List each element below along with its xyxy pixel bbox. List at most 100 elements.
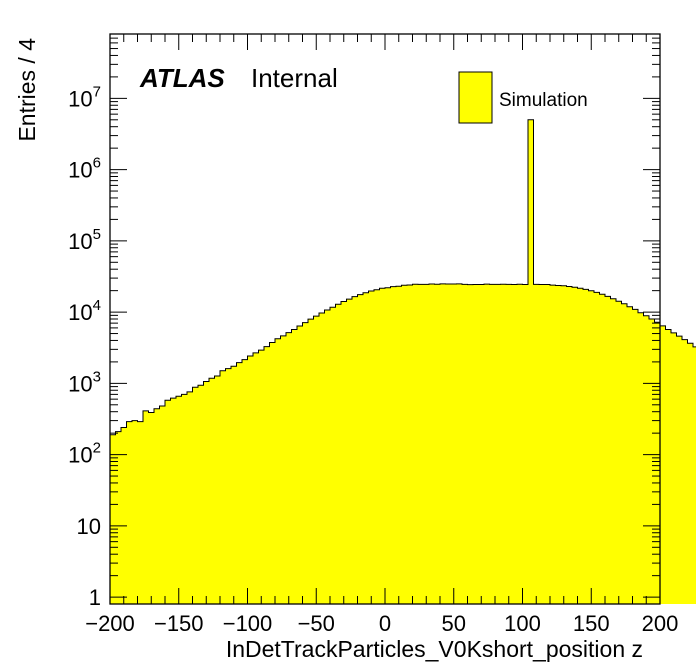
histogram-bar	[302, 322, 309, 604]
histogram-bar	[401, 285, 408, 604]
y-axis-title: Entries / 4	[14, 38, 40, 142]
histogram-bar	[165, 400, 171, 604]
histogram-bar	[148, 412, 155, 604]
histogram-bar	[583, 289, 589, 604]
histogram-bar	[192, 387, 199, 604]
histogram-bar	[544, 284, 551, 604]
histogram-bar	[649, 319, 655, 604]
histogram-bar	[467, 284, 474, 604]
y-tick-label: 103	[68, 368, 101, 396]
histogram-bar	[308, 319, 314, 604]
histogram-bar	[533, 284, 540, 604]
histogram-bar	[187, 391, 193, 604]
axis-ticks	[109, 33, 661, 604]
histogram-bar	[407, 285, 413, 604]
histogram-bar	[429, 283, 435, 604]
histogram-bar	[220, 370, 226, 604]
x-tick-label: 50	[442, 611, 466, 636]
histogram-bar	[517, 284, 523, 604]
histogram-bar	[159, 406, 166, 604]
histogram-bar	[555, 285, 562, 604]
histogram-bar	[170, 398, 177, 604]
histogram-bar	[330, 307, 336, 604]
histogram-bar	[209, 378, 215, 604]
x-tick-label: −100	[223, 611, 273, 636]
histogram-bar	[638, 312, 644, 604]
histogram-bar	[605, 296, 611, 604]
legend-swatch-simulation	[458, 71, 493, 124]
histogram-bar	[484, 284, 490, 604]
histogram-bar	[253, 352, 259, 604]
histogram-bar	[286, 332, 292, 604]
histogram-bar	[396, 286, 402, 604]
y-tick-label: 104	[68, 297, 101, 325]
x-axis-title: InDetTrackParticles_V0Kshort_position z	[226, 636, 643, 662]
histogram-bar	[203, 381, 210, 604]
histogram-bar	[335, 304, 342, 604]
histogram-bar	[297, 326, 303, 604]
histogram-bar	[610, 298, 617, 604]
histogram-bar	[489, 284, 496, 604]
histogram-bar	[137, 421, 144, 604]
y-tick-label: 106	[68, 155, 101, 183]
histogram-bar	[236, 362, 243, 604]
histogram-bar	[390, 286, 397, 604]
histogram-outline	[110, 119, 696, 436]
histogram-bar	[643, 315, 650, 604]
histogram-bar	[682, 339, 688, 604]
histogram-bar	[462, 284, 468, 604]
histogram-bar	[225, 368, 232, 604]
histogram-bar	[616, 301, 622, 604]
internal-label: Internal	[251, 63, 338, 93]
histogram-bar	[357, 294, 364, 604]
histogram-bar	[115, 431, 122, 604]
histogram-bar	[385, 287, 391, 604]
histogram-bar	[473, 284, 479, 604]
histogram-bar	[275, 338, 281, 604]
histogram-bar	[324, 310, 331, 604]
histogram-bar	[577, 288, 584, 604]
histogram-bar	[231, 366, 237, 604]
histogram-bar	[412, 284, 419, 604]
histogram-bar	[242, 359, 248, 604]
histogram-bars	[110, 119, 696, 604]
histogram-bar	[258, 350, 265, 604]
histogram-bar	[500, 284, 507, 604]
x-tick-label: −200	[85, 611, 135, 636]
histogram-bar	[154, 408, 160, 604]
histogram-bar	[418, 284, 424, 604]
histogram-bar	[363, 292, 369, 604]
y-tick-label: 107	[68, 83, 101, 111]
x-tick-label: 100	[504, 611, 541, 636]
histogram-bar	[550, 285, 556, 604]
x-tick-label: −150	[154, 611, 204, 636]
histogram-bar	[143, 410, 149, 604]
histogram-bar	[346, 299, 353, 604]
histogram-bar	[341, 301, 347, 604]
histogram-bar	[632, 309, 639, 604]
histogram-bar	[693, 346, 696, 604]
histogram-bar	[511, 284, 518, 604]
histogram-bar	[506, 284, 512, 604]
x-tick-label: 0	[379, 611, 391, 636]
histogram-bar	[198, 385, 204, 604]
histogram-bar	[352, 296, 358, 604]
histogram-bar	[594, 292, 600, 604]
histogram-bar	[588, 290, 595, 604]
histogram-bar	[456, 283, 463, 604]
y-tick-label: 105	[68, 226, 101, 254]
histogram-bar	[676, 336, 683, 604]
histogram-bar	[627, 306, 633, 604]
legend: Simulation	[458, 71, 588, 124]
x-tick-labels: −200 −150 −100 −50 0 50 100 150 200	[85, 611, 678, 636]
histogram-bar	[451, 283, 457, 604]
x-tick-label: 200	[642, 611, 679, 636]
x-tick-label: 150	[573, 611, 610, 636]
histogram-bar	[214, 375, 221, 604]
y-tick-label: 1	[89, 585, 101, 610]
histogram-bar	[665, 329, 672, 604]
histogram-bar	[599, 294, 606, 604]
x-tick-label: −50	[298, 611, 335, 636]
histogram-bar	[379, 288, 386, 604]
